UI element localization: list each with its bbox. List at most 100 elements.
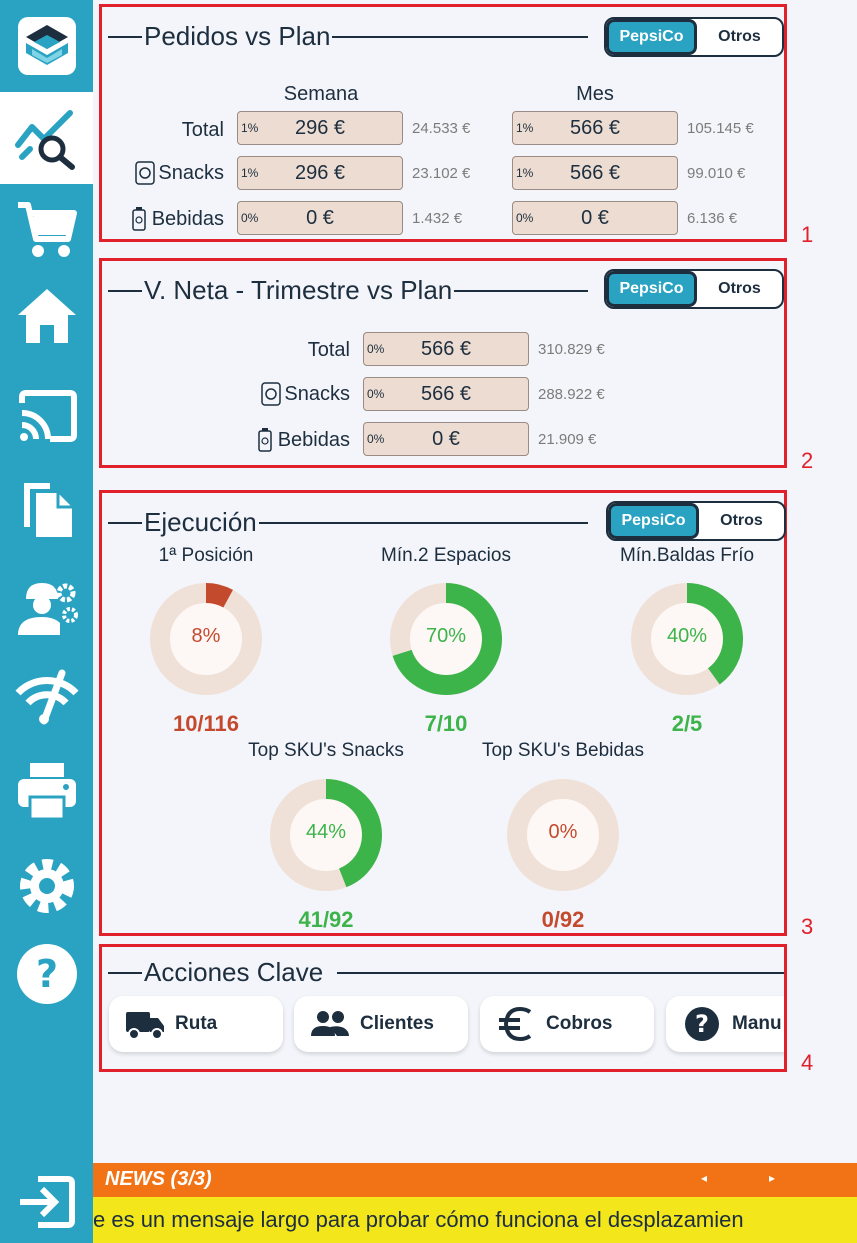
action-ruta-button[interactable]: Ruta (109, 996, 283, 1052)
toggle-pepsico[interactable]: PepsiCo (606, 271, 697, 307)
title-rule (337, 971, 784, 974)
pct-value: 0% (367, 432, 385, 446)
kpi-fraction: 41/92 (298, 907, 354, 932)
kpi-label: Mín.2 Espacios (381, 545, 511, 566)
section-title: Ejecución (144, 507, 257, 537)
amount-value: 296 € (294, 117, 346, 139)
home-icon (17, 289, 76, 343)
bottle-icon (257, 428, 272, 452)
nav-settings[interactable] (0, 846, 93, 926)
toggle-otros[interactable]: Otros (718, 280, 761, 297)
action-label: Cobros (546, 1013, 613, 1034)
nav-users-settings[interactable] (0, 566, 93, 646)
value-box-mes-total: 1% 566 € (512, 111, 678, 145)
printer-icon (17, 763, 76, 821)
column-header-mes: Mes (576, 83, 614, 105)
cart-icon (17, 202, 77, 257)
donut-progress-arc (150, 583, 262, 695)
toggle-otros[interactable]: Otros (720, 512, 763, 529)
brand-toggle[interactable]: PepsiCo Otros (604, 17, 784, 57)
plan-value: 310.829 € (538, 341, 605, 358)
toggle-pepsico[interactable]: PepsiCo (606, 19, 697, 55)
section-title: V. Neta - Trimestre vs Plan (144, 275, 453, 305)
kpi-label: 1ª Posición (158, 545, 254, 566)
value-box-semana-bebidas: 0% 0 € (237, 201, 403, 235)
plan-value: 288.922 € (538, 386, 605, 403)
nav-help[interactable]: ? (0, 934, 93, 1014)
action-clientes-button[interactable]: Clientes (294, 996, 468, 1052)
value-box-mes-snacks: 1% 566 € (512, 156, 678, 190)
brand-toggle[interactable]: PepsiCo Otros (606, 501, 786, 541)
nav-home[interactable] (0, 276, 93, 356)
cast-icon (18, 390, 77, 442)
title-rule (454, 289, 588, 292)
section-ejecucion: Ejecución PepsiCo Otros 1ª Posición 8% 10/… (99, 490, 787, 936)
nav-cast[interactable] (0, 376, 93, 456)
action-manual-button[interactable]: ? Manu (666, 996, 784, 1052)
value-box-semana-total: 1% 296 € (237, 111, 403, 145)
row-label-bebidas: Bebidas (102, 203, 224, 235)
kpi-label: Top SKU's Bebidas (481, 740, 645, 761)
news-bar: NEWS (3/3) ◂ ▸ (93, 1163, 857, 1197)
app-logo[interactable] (0, 0, 93, 92)
news-prev-button[interactable]: ◂ (701, 1171, 708, 1185)
nav-logout[interactable] (0, 1162, 93, 1242)
plan-value: 24.533 € (412, 120, 471, 137)
kpi-donut (631, 583, 743, 695)
title-rule (258, 521, 588, 524)
kpi-fraction: 0/92 (541, 907, 585, 932)
row-label-total: Total (307, 338, 350, 361)
kpi-donut (150, 583, 262, 695)
row-label-snacks: Snacks (102, 378, 350, 410)
nav-signal[interactable] (0, 656, 93, 736)
kpi-label: Mín.Baldas Frío (619, 545, 755, 566)
action-cobros-button[interactable]: Cobros (480, 996, 654, 1052)
logout-icon (19, 1176, 75, 1228)
snacks-icon (261, 382, 282, 406)
news-ticker-text: e es un mensaje largo para probar cómo f… (93, 1207, 744, 1232)
nav-documents[interactable] (0, 468, 93, 548)
actions-clip: Ruta Clientes Cobros ? Manu (102, 0, 784, 1243)
section-orders-vs-plan: Pedidos vs Plan PepsiCo Otros Semana Mes… (99, 4, 787, 242)
toggle-otros[interactable]: Otros (718, 28, 761, 45)
brand-toggle[interactable]: PepsiCo Otros (604, 269, 784, 309)
amount-value: 0 € (581, 207, 609, 229)
title-rule (108, 971, 142, 974)
nav-cart[interactable] (0, 190, 93, 270)
nav-analytics[interactable] (0, 92, 93, 184)
amount-value: 566 € (420, 383, 472, 405)
kpi-percentage: 0% (548, 821, 578, 843)
help-circle-icon: ? (685, 1007, 719, 1041)
amount-value: 296 € (294, 162, 346, 184)
section-title: Acciones Clave (144, 957, 324, 987)
news-next-button[interactable]: ▸ (769, 1171, 776, 1185)
plan-value: 6.136 € (687, 210, 738, 227)
kpi-percentage: 40% (666, 625, 708, 647)
section-key-actions: Acciones Clave (99, 944, 787, 1072)
sidebar: ? (0, 0, 93, 1243)
plan-value: 99.010 € (687, 165, 746, 182)
title-rule (108, 289, 142, 292)
value-box-semana-snacks: 1% 296 € (237, 156, 403, 190)
kpi-fraction: 7/10 (424, 711, 468, 736)
signal-icon (14, 669, 79, 725)
row-label-bebidas: Bebidas (102, 424, 350, 456)
section-title-row: Pedidos vs Plan (108, 21, 588, 52)
nav-print[interactable] (0, 750, 93, 830)
section-title-row: Ejecución (108, 507, 588, 538)
euro-icon (499, 1006, 532, 1042)
pct-value: 1% (241, 166, 259, 180)
value-box-trimestre-bebidas: 0% 0 € (363, 422, 529, 456)
toggle-pepsico[interactable]: PepsiCo (608, 503, 699, 539)
action-label: Ruta (175, 1013, 218, 1034)
logo-icon (17, 17, 76, 75)
pct-value: 1% (516, 121, 534, 135)
svg-text:?: ? (35, 952, 57, 996)
section-number: 2 (801, 448, 814, 473)
value-box-trimestre-total: 0% 566 € (363, 332, 529, 366)
value-box-trimestre-snacks: 0% 566 € (363, 377, 529, 411)
row-label-total: Total (181, 118, 224, 141)
kpi-label: Top SKU's Snacks (248, 740, 404, 761)
amount-value: 0 € (432, 428, 460, 450)
documents-icon (23, 483, 72, 537)
